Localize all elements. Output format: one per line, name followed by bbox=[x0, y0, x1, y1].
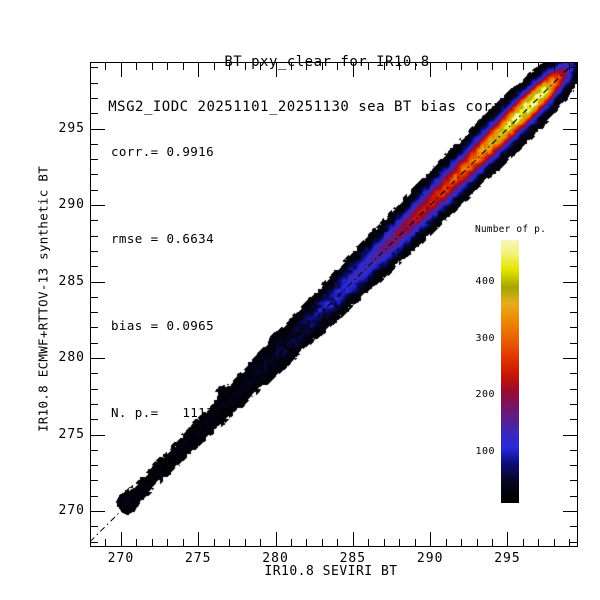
density-heatmap bbox=[90, 62, 578, 547]
y-tick-label: 295 bbox=[58, 120, 85, 136]
colorbar-tick-label: 200 bbox=[475, 389, 495, 401]
colorbar-title: Number of p. bbox=[474, 224, 547, 235]
y-tick-label: 270 bbox=[58, 503, 85, 519]
stat-bias: bias = 0.0965 bbox=[111, 318, 215, 333]
x-tick-label: 290 bbox=[416, 551, 444, 566]
colorbar-tick-label: 100 bbox=[475, 445, 495, 457]
identity-line bbox=[90, 62, 576, 543]
stat-corr: corr.= 0.9916 bbox=[111, 144, 215, 159]
y-tick-label: 290 bbox=[58, 197, 85, 213]
x-axis-title: IR10.8 SEVIRI BT bbox=[264, 564, 398, 579]
colorbar-tick-label: 300 bbox=[475, 332, 495, 344]
colorbar-tick-label: 400 bbox=[475, 275, 495, 287]
stats-annotations: corr.= 0.9916 rmse = 0.6634 bias = 0.096… bbox=[111, 79, 230, 456]
y-tick-label: 285 bbox=[58, 273, 85, 289]
y-tick-label: 275 bbox=[58, 426, 85, 442]
axis-ticks bbox=[90, 63, 577, 546]
y-tick-label: 280 bbox=[58, 350, 85, 366]
stat-rmse: rmse = 0.6634 bbox=[111, 231, 215, 246]
x-tick-label: 270 bbox=[107, 551, 135, 566]
x-tick-label: 275 bbox=[184, 551, 212, 566]
plot-border bbox=[90, 62, 578, 547]
colorbar-gradient bbox=[501, 240, 519, 503]
x-tick-label: 295 bbox=[494, 551, 521, 566]
stat-npoints: N. p.= 111359 bbox=[111, 405, 230, 420]
x-tick-label: 280 bbox=[262, 551, 289, 566]
x-tick-label: 285 bbox=[339, 551, 367, 566]
